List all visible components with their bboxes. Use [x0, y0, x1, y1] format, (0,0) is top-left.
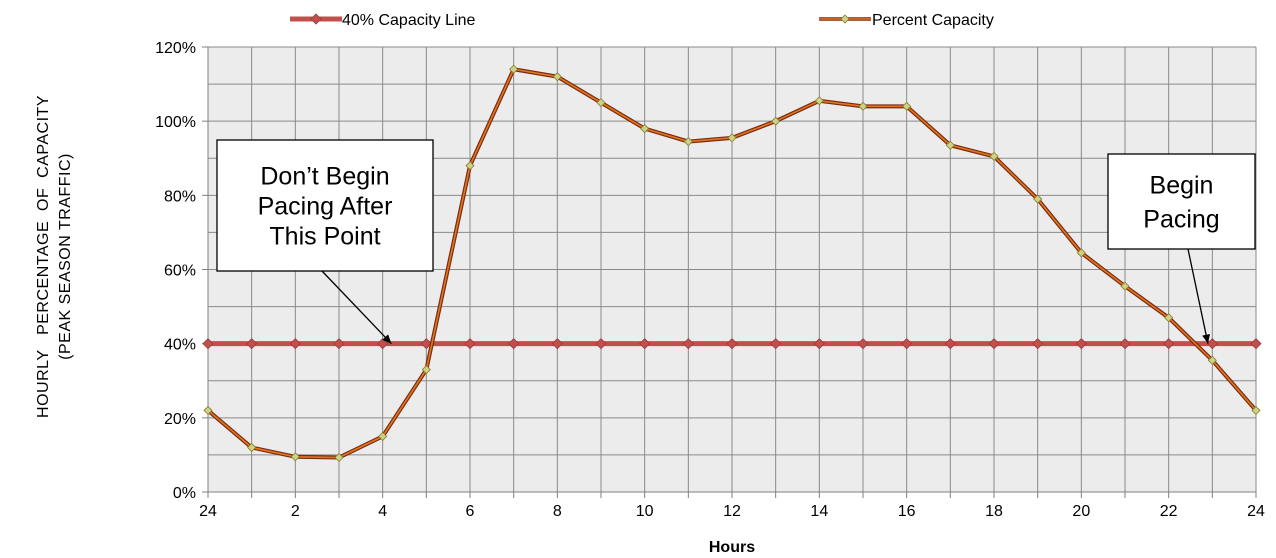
y-tick-label: 60% [164, 263, 196, 280]
point-40pct [1119, 338, 1131, 350]
callout-box [216, 139, 434, 272]
point-percent [596, 98, 606, 108]
point-40pct [726, 338, 738, 350]
point-40pct [595, 338, 607, 350]
point-40pct [901, 338, 913, 350]
point-40pct [1250, 338, 1262, 350]
point-percent [640, 124, 650, 134]
point-percent [378, 431, 388, 441]
callout-text-line: Don’t Begin [260, 163, 389, 191]
callout-text-line: This Point [269, 223, 380, 251]
point-percent [814, 96, 824, 106]
point-40pct [464, 338, 476, 350]
point-40pct [508, 338, 520, 350]
x-tick-label: 24 [1247, 503, 1265, 520]
axes: 0%20%40%60%80%100%120%24 2 4 6 8 10 12 14 16 18 20… [155, 40, 1265, 520]
point-40pct [202, 338, 214, 350]
legend: 40% Capacity Line Percent Capacity [290, 12, 994, 29]
x-tick-label: 16 [898, 503, 916, 520]
point-percent [727, 133, 737, 143]
point-40pct [1163, 338, 1175, 350]
point-percent [1164, 313, 1174, 323]
point-percent [1076, 248, 1086, 258]
point-40pct [333, 338, 345, 350]
legend-marker-40pct [310, 13, 322, 25]
callout-text-line: Pacing [1143, 206, 1219, 234]
y-tick-label: 0% [173, 485, 196, 502]
callout-text-line: Begin [1150, 172, 1214, 200]
point-percent [421, 365, 431, 375]
point-40pct [1032, 338, 1044, 350]
callout-arrow [1187, 248, 1209, 344]
point-40pct [813, 338, 825, 350]
x-tick-label: 20 [1072, 503, 1090, 520]
point-percent [1120, 281, 1130, 291]
point-percent [1207, 355, 1217, 365]
x-tick-label: 12 [723, 503, 741, 520]
x-axis-title: Hours [709, 539, 755, 556]
point-percent [334, 452, 344, 463]
y-tick-label: 40% [164, 337, 196, 354]
legend-marker-percent [840, 14, 850, 24]
callout-arrow [321, 270, 392, 345]
point-percent [771, 116, 781, 126]
point-40pct [988, 338, 1000, 350]
point-percent [552, 72, 562, 82]
point-percent [247, 442, 257, 453]
point-40pct [420, 338, 432, 350]
point-percent [945, 140, 955, 150]
x-tick-label: 6 [466, 503, 475, 520]
point-percent [203, 405, 213, 415]
legend-entry-40pct: 40% Capacity Line [290, 12, 476, 29]
callout-arrowhead [382, 334, 392, 344]
y-tick-label: 100% [155, 114, 196, 131]
point-40pct [682, 338, 694, 350]
callout-begin-pacing: Begin Pacing [1107, 153, 1256, 344]
point-percent [989, 151, 999, 161]
series-layer [202, 64, 1262, 463]
x-tick-label: 8 [553, 503, 562, 520]
point-40pct [770, 338, 782, 350]
point-percent [1033, 194, 1043, 204]
point-percent [902, 101, 912, 111]
x-tick-label: 10 [636, 503, 654, 520]
point-40pct [1075, 338, 1087, 350]
y-tick-label: 20% [164, 411, 196, 428]
callout-arrowhead [1202, 334, 1211, 344]
y-axis-title-line-2: (PEAK SEASON TRAFFIC) [57, 153, 74, 360]
legend-entry-percent: Percent Capacity [819, 12, 994, 29]
point-40pct [377, 338, 389, 350]
y-axis-title-line-1: HOURLY PERCENTAGE OF CAPACITY [35, 95, 52, 418]
callout-text-line: Pacing After [258, 193, 393, 221]
x-tick-label: 2 [291, 503, 300, 520]
point-percent [1251, 405, 1261, 415]
point-percent [465, 161, 475, 171]
y-tick-label: 120% [155, 40, 196, 57]
point-percent [683, 136, 693, 147]
y-tick-label: 80% [164, 188, 196, 205]
point-percent [509, 64, 519, 74]
point-40pct [551, 338, 563, 350]
point-percent [290, 452, 300, 462]
x-tick-label: 14 [810, 503, 828, 520]
point-40pct [246, 338, 258, 350]
point-40pct [289, 338, 301, 350]
legend-label-percent: Percent Capacity [872, 12, 994, 29]
point-40pct [944, 338, 956, 350]
x-tick-label: 18 [985, 503, 1003, 520]
x-tick-label: 4 [378, 503, 387, 520]
x-tick-label: 24 [199, 503, 217, 520]
point-40pct [857, 338, 869, 350]
callout-box [1107, 153, 1256, 250]
legend-label-40pct: 40% Capacity Line [342, 12, 476, 29]
point-40pct [639, 338, 651, 350]
point-percent [858, 101, 868, 111]
point-40pct [1206, 338, 1218, 350]
x-tick-label: 22 [1160, 503, 1178, 520]
